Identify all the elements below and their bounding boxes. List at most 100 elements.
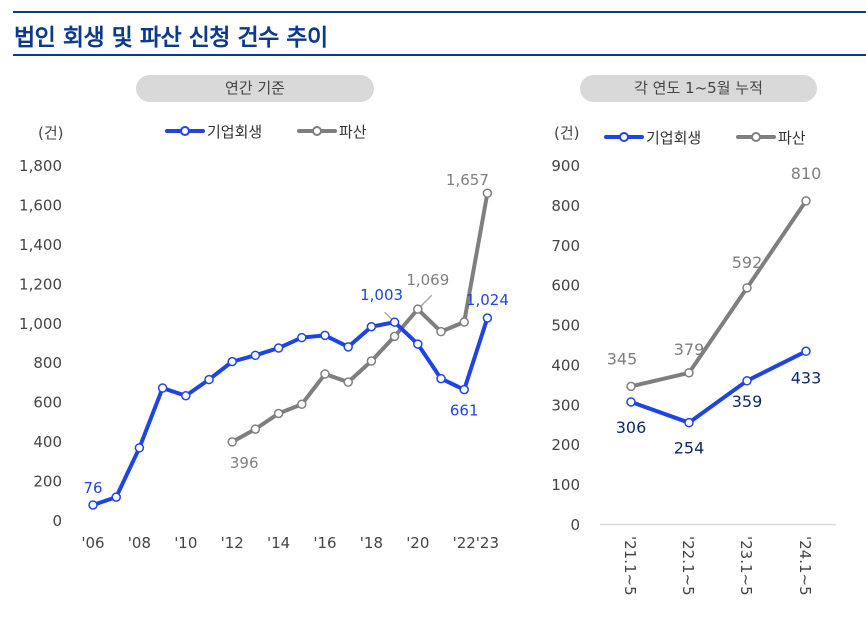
data-label-bankrupt: 396 [230,454,259,472]
series-line-rehab [92,317,490,507]
x-tick-label: '06 [81,534,104,552]
page-title: 법인 회생 및 파산 신청 건수 추이 [14,25,328,51]
data-point-rehab [157,383,168,393]
data-label-bankrupt: 1,069 [406,271,449,289]
x-tick-label: '24.1~5 [796,536,814,596]
data-point-bankrupt [273,408,284,419]
y-tick-label: 1,200 [19,275,62,293]
data-point-bankrupt [482,188,493,198]
data-point-bankrupt [626,381,636,392]
data-label-bankrupt: 379 [674,340,705,359]
data-point-bankrupt [389,331,400,342]
y-tick-label: 800 [551,197,580,215]
x-tick-label: '23 [476,534,499,552]
series-line-rehab [630,349,807,425]
legend-marker-bankrupt [312,126,322,136]
data-point-bankrupt [227,437,237,447]
data-point-rehab [742,376,752,386]
data-point-rehab [436,373,446,384]
series-line-bankrupt [630,199,808,389]
y-unit: (건) [38,124,64,142]
y-tick-label: 400 [33,433,62,451]
x-tick-label: '22.1~5 [679,536,697,596]
data-point-bankrupt [801,196,811,206]
top-rule [13,11,866,13]
legend-marker-bankrupt [751,132,761,142]
y-tick-label: 900 [551,157,580,175]
y-tick-label: 400 [551,356,580,374]
data-point-bankrupt [297,399,307,409]
data-point-bankrupt [459,317,469,327]
y-tick-label: 700 [551,237,580,255]
y-tick-label: 0 [52,512,62,530]
data-label-bankrupt: 810 [791,164,822,183]
data-point-rehab [626,397,636,407]
data-point-bankrupt [413,304,423,314]
data-point-rehab [204,374,214,385]
y-tick-label: 1,600 [19,196,62,214]
data-point-rehab [227,356,237,367]
x-tick-label: '10 [174,534,197,552]
legend-label-bankrupt: 파산 [339,123,367,141]
data-point-bankrupt [684,368,694,378]
legend-label-rehab: 기업회생 [646,129,701,147]
y-unit: (건) [554,124,580,142]
data-label-rehab: 306 [616,418,647,437]
data-label-rehab: 359 [732,392,763,411]
data-point-rehab [482,313,493,323]
data-label-rehab: 254 [674,439,705,458]
y-tick-label: 600 [551,277,580,295]
ytd-header: 각 연도 1~5월 누적 [580,75,817,102]
x-tick-label: '16 [313,534,336,552]
data-point-rehab [88,500,98,510]
data-point-rehab [366,321,377,332]
x-tick-label: '18 [360,534,383,552]
x-tick-label: '12 [221,534,244,552]
data-point-rehab [250,350,261,361]
data-point-rehab [343,342,353,352]
y-tick-label: 1,800 [19,157,62,175]
legend-marker-rehab [180,126,190,136]
data-label-bankrupt: 1,657 [446,171,489,189]
data-point-bankrupt [436,326,446,337]
y-tick-label: 1,000 [19,315,62,333]
x-tick-label: '20 [406,534,429,552]
x-tick-label: '14 [267,534,290,552]
data-point-rehab [273,343,284,353]
y-tick-label: 500 [551,317,580,335]
data-point-bankrupt [250,424,261,434]
data-label-rehab: 1,003 [360,286,403,304]
y-tick-label: 0 [570,516,580,534]
data-point-bankrupt [366,356,377,366]
data-point-rehab [684,417,694,428]
y-tick-label: 1,400 [19,236,62,254]
data-point-rehab [181,391,191,401]
data-point-rehab [320,330,330,341]
y-tick-label: 800 [33,354,62,372]
x-tick-label: '08 [128,534,151,552]
y-tick-label: 300 [551,396,580,414]
data-point-rehab [459,384,469,395]
x-tick-label: '23.1~5 [737,536,755,596]
data-label-rehab: 433 [791,368,822,387]
title-rule [13,54,866,56]
data-label-rehab: 76 [83,479,102,497]
data-label-bankrupt: 592 [732,253,763,272]
annual-header: 연간 기준 [136,75,374,102]
data-point-rehab [413,339,423,349]
x-tick-label: '22 [453,534,476,552]
data-point-bankrupt [343,377,353,387]
data-point-bankrupt [320,369,330,379]
y-tick-label: 200 [551,436,580,454]
data-point-rehab [801,346,811,357]
data-label-bankrupt: 345 [607,349,638,368]
data-point-rehab [134,443,145,453]
data-label-rehab: 1,024 [466,291,509,309]
y-tick-label: 600 [33,394,62,412]
data-point-bankrupt [742,283,752,293]
data-point-rehab [111,492,121,502]
data-point-rehab [389,317,400,327]
y-tick-label: 100 [551,476,580,494]
y-tick-label: 200 [33,473,62,491]
